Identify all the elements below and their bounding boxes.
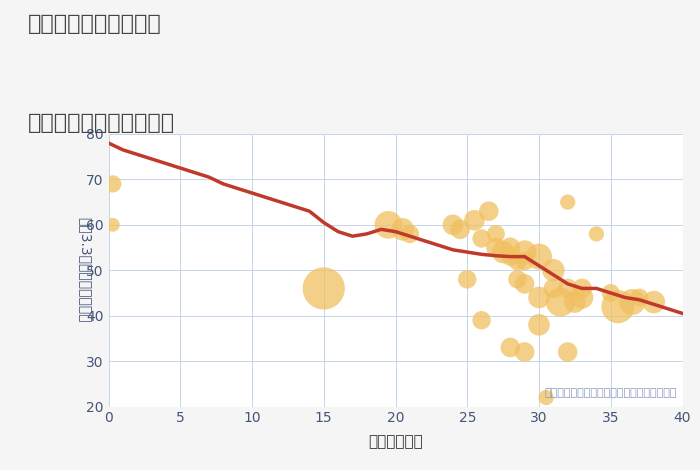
- Point: [469, 217, 480, 224]
- Point: [383, 221, 394, 228]
- Point: [519, 348, 531, 356]
- Y-axis label: 坪（3.3㎡）単価（万円）: 坪（3.3㎡）単価（万円）: [78, 218, 92, 323]
- Point: [483, 207, 494, 215]
- Point: [577, 294, 588, 301]
- Point: [648, 298, 659, 306]
- Point: [562, 285, 573, 292]
- Point: [533, 253, 545, 260]
- Point: [405, 230, 416, 238]
- Point: [498, 248, 509, 256]
- Point: [512, 275, 523, 283]
- Text: 三重県桑名市大山田の: 三重県桑名市大山田の: [28, 14, 162, 34]
- Point: [505, 344, 516, 351]
- Point: [612, 303, 624, 310]
- Point: [107, 180, 118, 188]
- Point: [562, 348, 573, 356]
- Point: [476, 235, 487, 242]
- Point: [107, 221, 118, 228]
- Point: [547, 266, 559, 274]
- Point: [569, 298, 580, 306]
- Point: [454, 226, 466, 233]
- Point: [555, 298, 566, 306]
- Text: 円の大きさは、取引のあった物件面積を示す: 円の大きさは、取引のあった物件面積を示す: [545, 388, 677, 399]
- Point: [577, 285, 588, 292]
- Point: [318, 285, 330, 292]
- Point: [634, 294, 645, 301]
- Point: [547, 285, 559, 292]
- X-axis label: 築年数（年）: 築年数（年）: [368, 434, 423, 449]
- Point: [505, 244, 516, 251]
- Text: 築年数別中古戸建て価格: 築年数別中古戸建て価格: [28, 113, 175, 133]
- Point: [447, 221, 458, 228]
- Point: [519, 280, 531, 288]
- Point: [591, 230, 602, 238]
- Point: [519, 258, 531, 265]
- Point: [626, 298, 638, 306]
- Point: [519, 248, 531, 256]
- Point: [562, 198, 573, 206]
- Point: [476, 316, 487, 324]
- Point: [512, 258, 523, 265]
- Point: [490, 230, 501, 238]
- Point: [505, 253, 516, 260]
- Point: [533, 321, 545, 329]
- Point: [462, 275, 473, 283]
- Point: [605, 289, 617, 297]
- Point: [540, 394, 552, 401]
- Point: [533, 294, 545, 301]
- Point: [490, 244, 501, 251]
- Point: [397, 226, 408, 233]
